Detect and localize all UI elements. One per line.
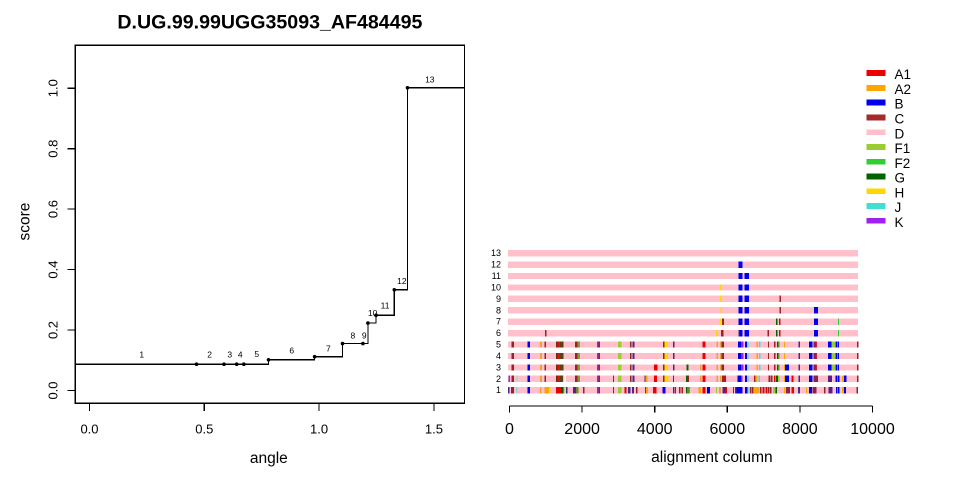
svg-text:5: 5	[254, 349, 259, 359]
svg-text:2000: 2000	[564, 421, 600, 438]
svg-text:0.0: 0.0	[80, 422, 98, 437]
svg-text:6: 6	[289, 346, 294, 356]
svg-text:11: 11	[381, 301, 390, 311]
svg-text:2: 2	[207, 350, 212, 360]
svg-text:8000: 8000	[782, 421, 818, 438]
svg-text:2: 2	[496, 374, 501, 384]
svg-text:0: 0	[505, 421, 514, 438]
svg-text:K: K	[895, 215, 904, 230]
svg-text:angle: angle	[250, 450, 288, 467]
svg-text:F2: F2	[895, 156, 911, 171]
svg-text:1: 1	[496, 385, 501, 395]
svg-text:7: 7	[496, 317, 501, 327]
svg-text:A1: A1	[895, 67, 912, 82]
svg-text:9: 9	[362, 331, 367, 341]
svg-text:alignment column: alignment column	[651, 449, 772, 466]
svg-text:D.UG.99.99UGG35093_AF484495: D.UG.99.99UGG35093_AF484495	[117, 11, 422, 33]
svg-text:0.6: 0.6	[46, 200, 61, 218]
svg-text:1.0: 1.0	[46, 79, 61, 97]
svg-text:3: 3	[496, 362, 501, 372]
svg-text:13: 13	[491, 248, 501, 258]
svg-text:1.0: 1.0	[310, 422, 328, 437]
svg-text:12: 12	[491, 260, 501, 270]
svg-text:1: 1	[139, 350, 144, 360]
svg-text:J: J	[895, 200, 902, 215]
svg-text:score: score	[17, 203, 34, 241]
svg-text:10: 10	[491, 283, 501, 293]
svg-text:0.5: 0.5	[195, 422, 213, 437]
svg-text:5: 5	[496, 340, 501, 350]
svg-text:11: 11	[492, 271, 501, 281]
svg-text:12: 12	[397, 276, 407, 286]
svg-text:10: 10	[368, 308, 378, 318]
svg-text:4: 4	[238, 350, 243, 360]
svg-text:H: H	[895, 185, 905, 200]
svg-text:7: 7	[326, 343, 331, 353]
svg-text:10000: 10000	[850, 421, 895, 438]
svg-text:C: C	[895, 112, 905, 127]
svg-text:1.5: 1.5	[425, 422, 443, 437]
svg-text:6000: 6000	[710, 421, 746, 438]
svg-text:3: 3	[227, 350, 232, 360]
svg-text:4: 4	[496, 351, 501, 361]
svg-text:0.2: 0.2	[46, 321, 61, 339]
svg-text:8: 8	[351, 331, 356, 341]
svg-text:0.8: 0.8	[46, 140, 61, 158]
svg-text:B: B	[895, 97, 904, 112]
svg-text:0.0: 0.0	[46, 381, 61, 399]
svg-text:8: 8	[496, 305, 501, 315]
svg-text:0.4: 0.4	[46, 261, 61, 279]
svg-text:F1: F1	[895, 141, 911, 156]
svg-text:9: 9	[496, 294, 501, 304]
svg-text:4000: 4000	[637, 421, 673, 438]
svg-text:13: 13	[425, 75, 435, 85]
svg-text:6: 6	[496, 328, 501, 338]
svg-text:D: D	[895, 126, 905, 141]
svg-text:A2: A2	[895, 82, 912, 97]
svg-text:G: G	[895, 171, 906, 186]
